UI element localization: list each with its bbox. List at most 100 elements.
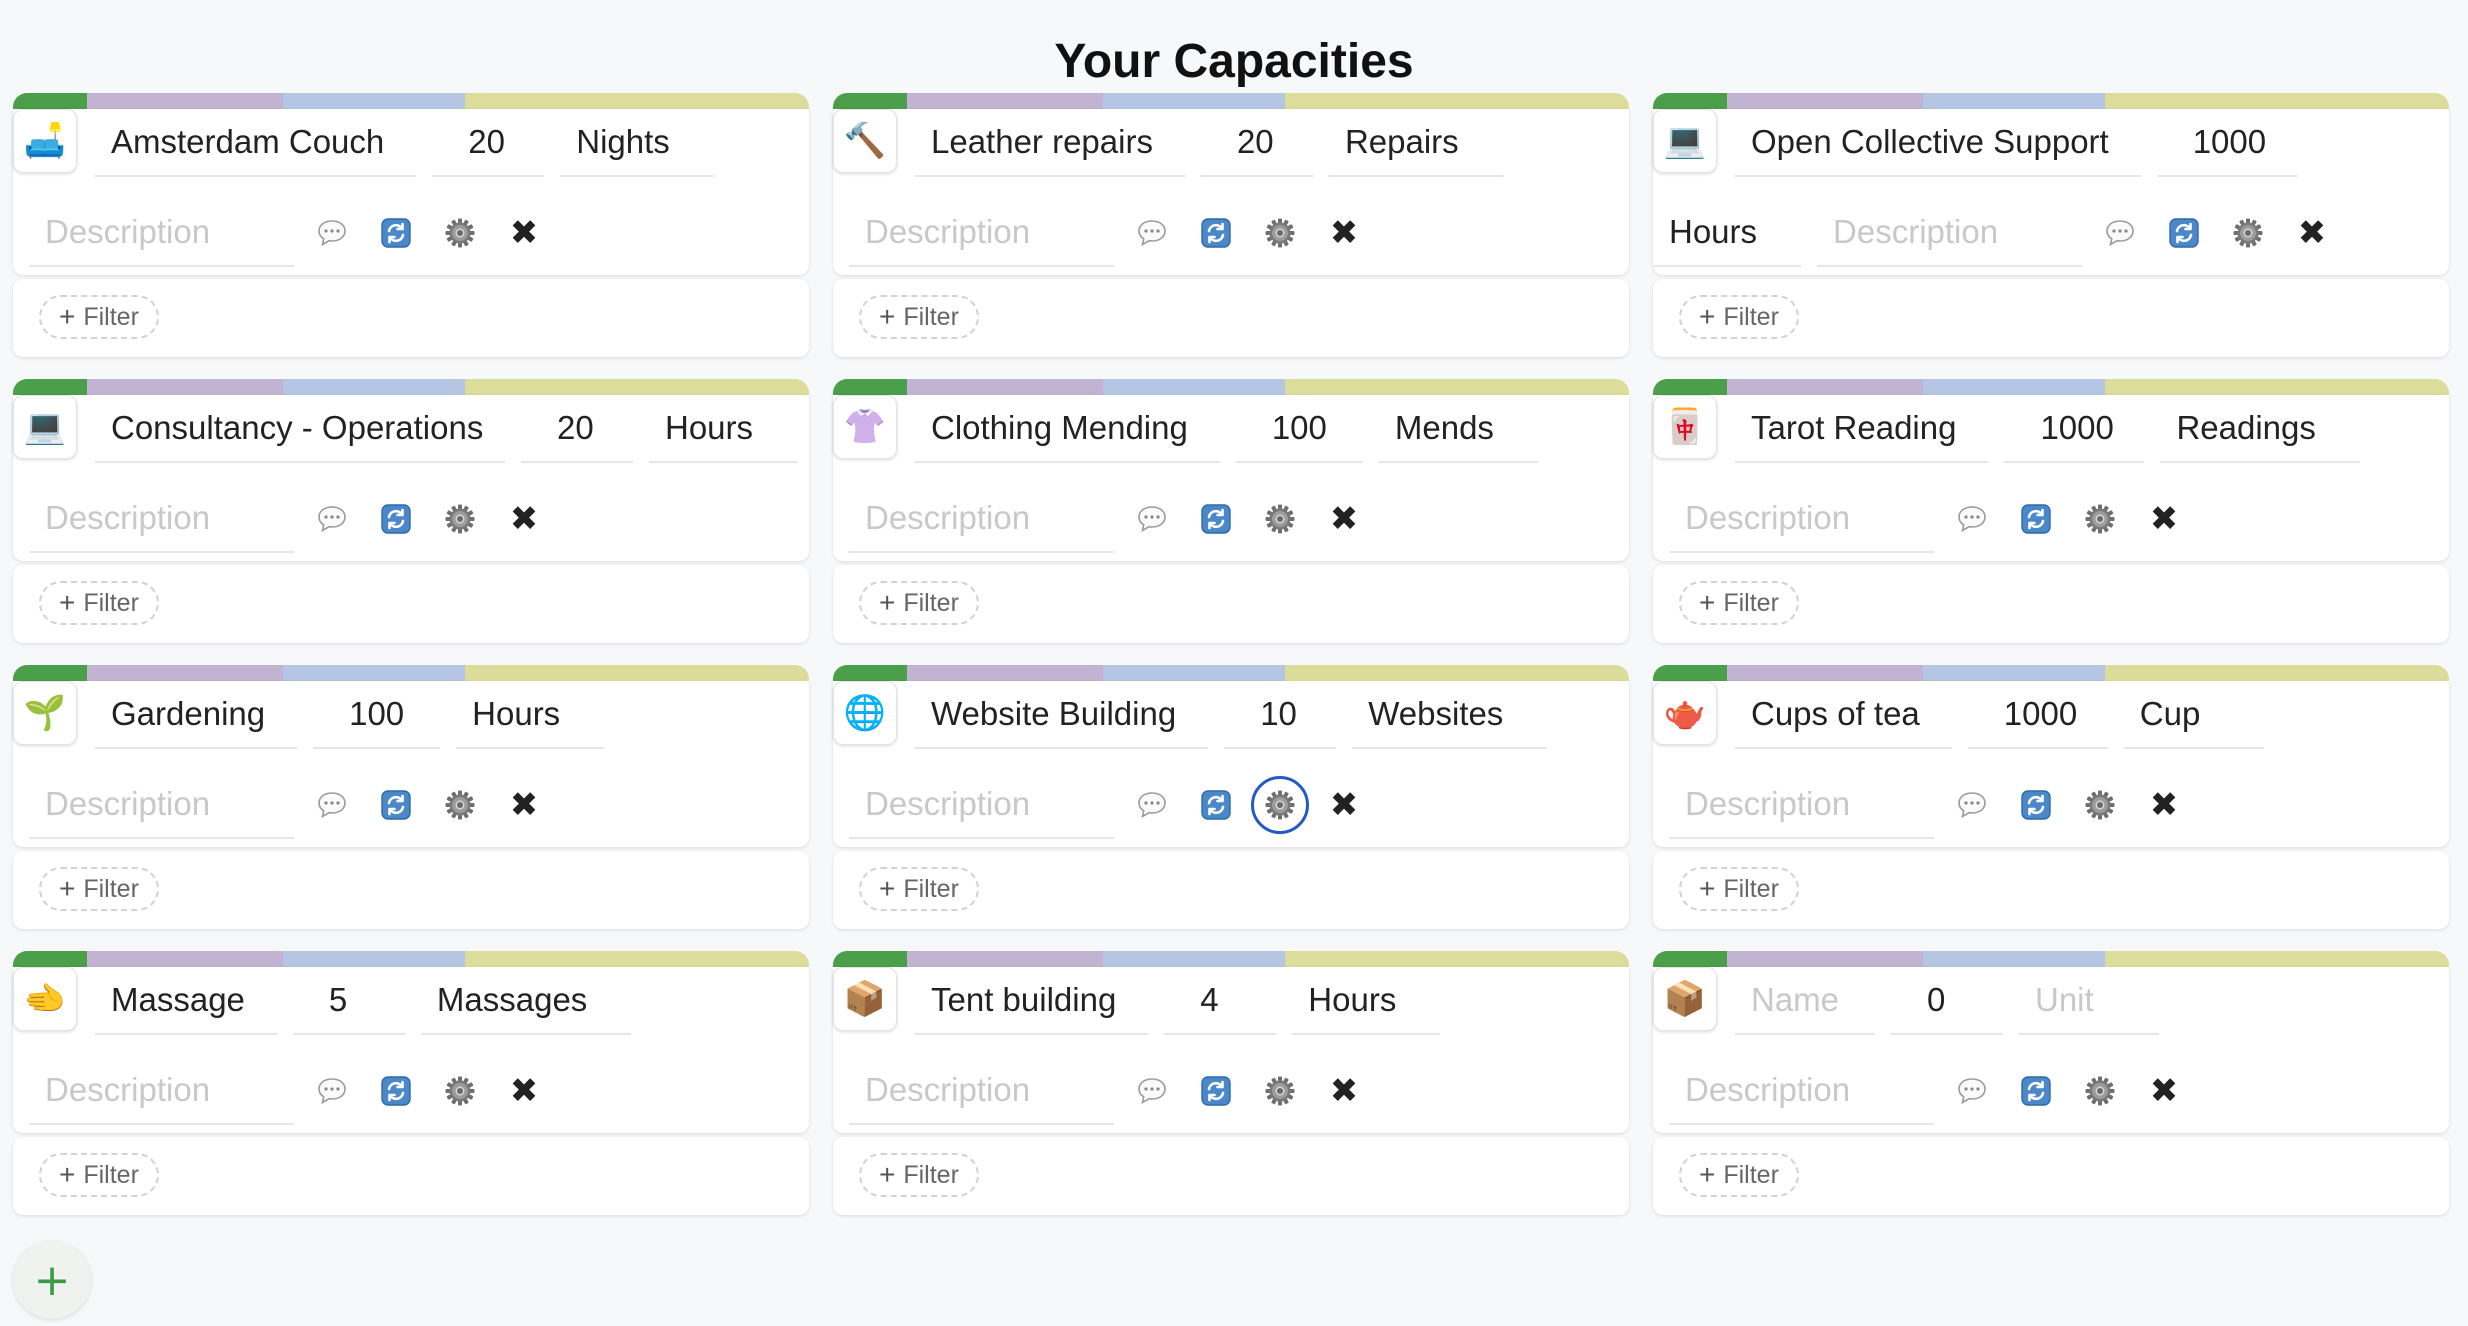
gear-icon[interactable] — [2082, 787, 2118, 823]
close-icon[interactable]: ✖ — [1329, 214, 1359, 252]
quantity-input[interactable]: 20 — [432, 109, 545, 177]
quantity-input[interactable]: 1000 — [2004, 395, 2145, 463]
gear-icon[interactable] — [442, 1073, 478, 1109]
name-input[interactable]: Open Collective Support — [1735, 109, 2141, 177]
refresh-icon[interactable] — [378, 787, 414, 823]
unit-input[interactable]: Websites — [1352, 681, 1548, 749]
unit-input[interactable]: Mends — [1378, 395, 1538, 463]
quantity-input[interactable]: 5 — [292, 967, 405, 1035]
refresh-icon[interactable] — [378, 1073, 414, 1109]
speech-bubble-icon[interactable] — [314, 501, 350, 537]
hand-icon[interactable]: 🫲 — [13, 967, 77, 1031]
add-filter-button[interactable]: + Filter — [1679, 1153, 1799, 1197]
gear-icon[interactable] — [442, 787, 478, 823]
quantity-input[interactable]: 0 — [1891, 967, 2003, 1035]
quantity-input[interactable]: 1000 — [2156, 109, 2297, 177]
speech-bubble-icon[interactable] — [1134, 501, 1170, 537]
refresh-icon[interactable] — [1198, 215, 1234, 251]
refresh-icon[interactable] — [2166, 215, 2202, 251]
speech-bubble-icon[interactable] — [1954, 501, 1990, 537]
gear-icon[interactable] — [2082, 1073, 2118, 1109]
card-icon[interactable]: 🀄 — [1653, 395, 1717, 459]
unit-input[interactable]: Unit — [2019, 967, 2159, 1035]
refresh-icon[interactable] — [1198, 501, 1234, 537]
name-input[interactable]: Amsterdam Couch — [95, 109, 417, 177]
package-icon[interactable]: 📦 — [1653, 967, 1717, 1031]
name-input[interactable]: Tarot Reading — [1735, 395, 1989, 463]
hammer-icon[interactable]: 🔨 — [833, 109, 897, 173]
gear-icon[interactable] — [2082, 501, 2118, 537]
add-filter-button[interactable]: + Filter — [859, 867, 979, 911]
quantity-input[interactable]: 20 — [521, 395, 633, 463]
close-icon[interactable]: ✖ — [2149, 1072, 2179, 1110]
quantity-input[interactable]: 100 — [1235, 395, 1363, 463]
unit-input[interactable]: Readings — [2160, 395, 2360, 463]
name-input[interactable]: Gardening — [95, 681, 298, 749]
name-input[interactable]: Massage — [95, 967, 277, 1035]
add-filter-button[interactable]: + Filter — [1679, 295, 1799, 339]
teapot-icon[interactable]: 🫖 — [1653, 681, 1717, 745]
close-icon[interactable]: ✖ — [1329, 1072, 1359, 1110]
description-input[interactable]: Description — [1817, 199, 2083, 267]
quantity-input[interactable]: 4 — [1164, 967, 1277, 1035]
close-icon[interactable]: ✖ — [2149, 786, 2179, 824]
name-input[interactable]: Clothing Mending — [915, 395, 1220, 463]
name-input[interactable]: Consultancy - Operations — [95, 395, 505, 463]
name-input[interactable]: Leather repairs — [915, 109, 1185, 177]
speech-bubble-icon[interactable] — [314, 1073, 350, 1109]
description-input[interactable]: Description — [849, 1057, 1114, 1125]
gear-icon[interactable] — [2230, 215, 2266, 251]
speech-bubble-icon[interactable] — [1954, 1073, 1990, 1109]
refresh-icon[interactable] — [1198, 787, 1234, 823]
description-input[interactable]: Description — [29, 771, 294, 839]
close-icon[interactable]: ✖ — [2297, 214, 2327, 252]
add-filter-button[interactable]: + Filter — [859, 581, 979, 625]
unit-input[interactable]: Hours — [649, 395, 798, 463]
couch-icon[interactable]: 🛋️ — [13, 109, 77, 173]
gear-icon[interactable] — [442, 215, 478, 251]
add-capacity-button[interactable]: + — [13, 1241, 91, 1319]
gear-icon[interactable] — [1262, 501, 1298, 537]
speech-bubble-icon[interactable] — [314, 787, 350, 823]
close-icon[interactable]: ✖ — [509, 500, 539, 538]
speech-bubble-icon[interactable] — [314, 215, 350, 251]
speech-bubble-icon[interactable] — [2102, 215, 2138, 251]
add-filter-button[interactable]: + Filter — [1679, 867, 1799, 911]
description-input[interactable]: Description — [1669, 1057, 1934, 1125]
description-input[interactable]: Description — [29, 1057, 294, 1125]
unit-input[interactable]: Massages — [420, 967, 632, 1035]
unit-input[interactable]: Nights — [560, 109, 714, 177]
add-filter-button[interactable]: + Filter — [1679, 581, 1799, 625]
close-icon[interactable]: ✖ — [509, 214, 539, 252]
refresh-icon[interactable] — [2018, 501, 2054, 537]
speech-bubble-icon[interactable] — [1134, 215, 1170, 251]
close-icon[interactable]: ✖ — [509, 1072, 539, 1110]
close-icon[interactable]: ✖ — [509, 786, 539, 824]
gear-icon[interactable] — [1262, 215, 1298, 251]
gear-icon[interactable] — [442, 501, 478, 537]
blouse-icon[interactable]: 👚 — [833, 395, 897, 459]
quantity-input[interactable]: 20 — [1200, 109, 1313, 177]
add-filter-button[interactable]: + Filter — [39, 867, 159, 911]
quantity-input[interactable]: 100 — [313, 681, 441, 749]
description-input[interactable]: Description — [1669, 485, 1934, 553]
gear-icon[interactable] — [1251, 776, 1309, 834]
close-icon[interactable]: ✖ — [1329, 500, 1359, 538]
package-icon[interactable]: 📦 — [833, 967, 897, 1031]
quantity-input[interactable]: 10 — [1224, 681, 1337, 749]
unit-input[interactable]: Repairs — [1328, 109, 1503, 177]
name-input[interactable]: Cups of tea — [1735, 681, 1952, 749]
speech-bubble-icon[interactable] — [1134, 787, 1170, 823]
refresh-icon[interactable] — [378, 215, 414, 251]
description-input[interactable]: Description — [1669, 771, 1934, 839]
name-input[interactable]: Tent building — [915, 967, 1149, 1035]
unit-input[interactable]: Cup — [2123, 681, 2264, 749]
unit-input[interactable]: Hours — [1653, 199, 1802, 267]
refresh-icon[interactable] — [1198, 1073, 1234, 1109]
refresh-icon[interactable] — [2018, 787, 2054, 823]
seedling-icon[interactable]: 🌱 — [13, 681, 77, 745]
refresh-icon[interactable] — [2018, 1073, 2054, 1109]
name-input[interactable]: Website Building — [915, 681, 1209, 749]
quantity-input[interactable]: 1000 — [1967, 681, 2108, 749]
add-filter-button[interactable]: + Filter — [39, 1153, 159, 1197]
